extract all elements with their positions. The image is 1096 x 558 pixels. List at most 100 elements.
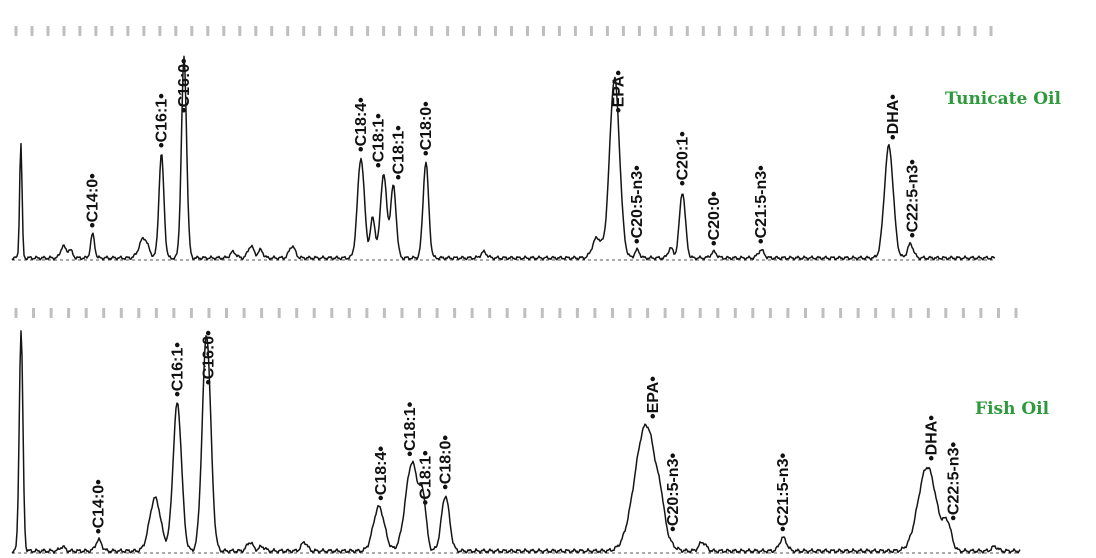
retention-time-mark xyxy=(646,308,650,318)
retention-time-mark xyxy=(67,308,71,318)
retention-time-mark xyxy=(302,26,306,36)
retention-time-mark xyxy=(510,26,513,36)
retention-time-mark xyxy=(137,308,141,318)
retention-time-mark xyxy=(893,26,897,36)
retention-time-mark xyxy=(523,308,527,318)
panel-title: Tunicate Oil xyxy=(945,89,1061,109)
retention-time-mark xyxy=(961,308,965,318)
retention-time-mark xyxy=(350,26,354,36)
retention-time-mark xyxy=(751,308,755,318)
retention-time-mark xyxy=(845,26,849,36)
peak-label: •C16:0• xyxy=(176,58,193,113)
retention-time-mark xyxy=(540,308,544,318)
retention-time-mark xyxy=(821,308,825,318)
retention-time-mark xyxy=(94,26,98,36)
retention-time-mark xyxy=(295,308,299,318)
peak-label: •C20:5-n3• xyxy=(665,453,682,532)
retention-time-mark xyxy=(733,26,737,36)
retention-time-mark xyxy=(698,308,702,318)
retention-time-mark xyxy=(418,308,421,318)
retention-time-mark xyxy=(663,308,667,318)
retention-time-mark xyxy=(435,308,439,318)
retention-time-mark xyxy=(685,26,689,36)
peak-label: •C14:0• xyxy=(85,173,102,228)
retention-time-mark xyxy=(260,308,264,318)
retention-time-mark xyxy=(254,26,258,36)
retention-time-mark xyxy=(573,26,577,36)
retention-time-mark xyxy=(462,26,465,36)
retention-time-mark xyxy=(242,308,246,318)
retention-time-mark xyxy=(365,308,369,318)
peak-label: •C21:5-n3• xyxy=(775,453,792,532)
retention-time-mark xyxy=(628,308,632,318)
retention-time-mark xyxy=(126,26,130,36)
retention-time-mark xyxy=(909,308,913,318)
retention-time-mark xyxy=(997,308,1000,318)
retention-time-mark xyxy=(526,26,529,36)
retention-time-mark xyxy=(765,26,769,36)
retention-time-mark xyxy=(172,308,176,318)
retention-time-marks xyxy=(14,26,993,36)
retention-time-mark xyxy=(312,308,316,318)
retention-time-mark xyxy=(926,308,930,318)
retention-time-mark xyxy=(804,308,807,318)
retention-time-mark xyxy=(717,26,721,36)
retention-time-mark xyxy=(189,308,193,318)
peak-label: •C16:1• xyxy=(153,93,170,148)
retention-time-mark xyxy=(877,26,881,36)
peak-label: •C18:1• xyxy=(390,125,407,180)
retention-time-mark xyxy=(478,26,481,36)
peak-label: •C20:0• xyxy=(706,191,723,246)
retention-time-mark xyxy=(398,26,402,36)
retention-time-mark xyxy=(925,26,929,36)
retention-time-mark xyxy=(861,26,865,36)
retention-time-mark xyxy=(382,26,386,36)
retention-time-mark xyxy=(781,26,785,36)
retention-time-mark xyxy=(637,26,641,36)
peak-label: •C21:5-n3• xyxy=(753,165,770,244)
retention-time-mark xyxy=(621,26,625,36)
retention-time-mark xyxy=(154,308,158,318)
retention-time-mark xyxy=(797,26,801,36)
peak-label: •EPA• xyxy=(645,376,662,419)
peak-label: •C20:5-n3• xyxy=(629,165,646,244)
fish-oil-panel: Fish Oil •C14:0••C16:1• •C16:0••C18:4••C1… xyxy=(11,308,1050,554)
retention-time-mark xyxy=(142,26,146,36)
retention-time-mark xyxy=(174,26,178,36)
retention-time-mark xyxy=(856,308,860,318)
peak-labels: •C14:0• •C16:1• •C16:0• •C18:4• •C18:1• •C18:… xyxy=(85,58,922,246)
retention-time-mark xyxy=(238,26,242,36)
retention-time-mark xyxy=(957,26,961,36)
retention-time-mark xyxy=(944,308,948,318)
retention-time-mark xyxy=(749,26,753,36)
retention-time-mark xyxy=(32,308,35,318)
chromatogram-trace xyxy=(11,330,1021,554)
retention-time-mark xyxy=(839,308,843,318)
retention-time-mark xyxy=(110,26,114,36)
chromatogram-trace xyxy=(11,55,996,261)
retention-time-mark xyxy=(446,26,450,36)
retention-time-mark xyxy=(270,26,274,36)
retention-time-mark xyxy=(84,308,88,318)
peak-label: •C16:1• xyxy=(169,342,186,397)
retention-time-mark xyxy=(46,26,50,36)
peak-label: •C18:0• xyxy=(418,101,435,156)
peak-label: •C22:5-n3• xyxy=(904,159,921,238)
tunicate-oil-panel: Tunicate Oil •C14:0• •C16:1• •C16:0• •C18:4… xyxy=(11,26,1061,261)
retention-time-mark xyxy=(207,308,211,318)
retention-time-mark xyxy=(505,308,509,318)
retention-time-mark xyxy=(813,26,817,36)
retention-time-mark xyxy=(768,308,772,318)
retention-time-mark xyxy=(874,308,878,318)
peak-label: •C18:4• xyxy=(353,97,370,152)
retention-time-mark xyxy=(400,308,404,318)
retention-time-mark xyxy=(558,308,562,318)
retention-time-mark xyxy=(575,308,579,318)
retention-time-mark xyxy=(733,308,737,318)
retention-time-mark xyxy=(330,308,334,318)
retention-time-mark xyxy=(453,308,457,318)
retention-time-mark xyxy=(941,26,945,36)
peak-label: •C18:0• xyxy=(437,435,454,490)
peak-label: •DHA• xyxy=(923,415,940,461)
